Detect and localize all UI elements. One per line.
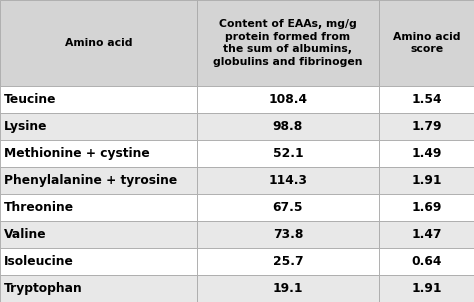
Text: 1.47: 1.47 bbox=[411, 228, 442, 241]
Text: 0.64: 0.64 bbox=[411, 255, 442, 268]
FancyBboxPatch shape bbox=[379, 221, 474, 248]
Text: 52.1: 52.1 bbox=[273, 147, 303, 160]
Text: 1.91: 1.91 bbox=[411, 282, 442, 295]
Text: Valine: Valine bbox=[4, 228, 46, 241]
FancyBboxPatch shape bbox=[379, 0, 474, 86]
FancyBboxPatch shape bbox=[0, 194, 197, 221]
FancyBboxPatch shape bbox=[197, 221, 379, 248]
FancyBboxPatch shape bbox=[197, 275, 379, 302]
FancyBboxPatch shape bbox=[0, 140, 197, 167]
Text: Amino acid: Amino acid bbox=[64, 38, 132, 48]
FancyBboxPatch shape bbox=[379, 113, 474, 140]
FancyBboxPatch shape bbox=[379, 140, 474, 167]
Text: 19.1: 19.1 bbox=[273, 282, 303, 295]
Text: 114.3: 114.3 bbox=[268, 174, 308, 187]
FancyBboxPatch shape bbox=[379, 194, 474, 221]
FancyBboxPatch shape bbox=[0, 275, 197, 302]
FancyBboxPatch shape bbox=[379, 275, 474, 302]
Text: Content of EAAs, mg/g
protein formed from
the sum of albumins,
globulins and fib: Content of EAAs, mg/g protein formed fro… bbox=[213, 19, 363, 67]
FancyBboxPatch shape bbox=[0, 86, 197, 113]
Text: 1.91: 1.91 bbox=[411, 174, 442, 187]
FancyBboxPatch shape bbox=[197, 140, 379, 167]
Text: Threonine: Threonine bbox=[4, 201, 74, 214]
Text: Methionine + cystine: Methionine + cystine bbox=[4, 147, 149, 160]
FancyBboxPatch shape bbox=[379, 167, 474, 194]
Text: Phenylalanine + tyrosine: Phenylalanine + tyrosine bbox=[4, 174, 177, 187]
FancyBboxPatch shape bbox=[197, 86, 379, 113]
FancyBboxPatch shape bbox=[0, 221, 197, 248]
Text: 98.8: 98.8 bbox=[273, 120, 303, 133]
FancyBboxPatch shape bbox=[197, 194, 379, 221]
FancyBboxPatch shape bbox=[379, 86, 474, 113]
FancyBboxPatch shape bbox=[197, 0, 379, 86]
Text: 1.69: 1.69 bbox=[411, 201, 442, 214]
FancyBboxPatch shape bbox=[197, 167, 379, 194]
FancyBboxPatch shape bbox=[0, 0, 197, 86]
FancyBboxPatch shape bbox=[197, 113, 379, 140]
Text: Isoleucine: Isoleucine bbox=[4, 255, 73, 268]
Text: 1.49: 1.49 bbox=[411, 147, 442, 160]
Text: 1.79: 1.79 bbox=[411, 120, 442, 133]
FancyBboxPatch shape bbox=[0, 167, 197, 194]
Text: 67.5: 67.5 bbox=[273, 201, 303, 214]
FancyBboxPatch shape bbox=[197, 248, 379, 275]
Text: 1.54: 1.54 bbox=[411, 93, 442, 106]
Text: Tryptophan: Tryptophan bbox=[4, 282, 82, 295]
Text: Lysine: Lysine bbox=[4, 120, 47, 133]
Text: Amino acid
score: Amino acid score bbox=[393, 32, 460, 54]
FancyBboxPatch shape bbox=[379, 248, 474, 275]
FancyBboxPatch shape bbox=[0, 248, 197, 275]
Text: 25.7: 25.7 bbox=[273, 255, 303, 268]
Text: Teucine: Teucine bbox=[4, 93, 56, 106]
FancyBboxPatch shape bbox=[0, 113, 197, 140]
Text: 108.4: 108.4 bbox=[268, 93, 308, 106]
Text: 73.8: 73.8 bbox=[273, 228, 303, 241]
